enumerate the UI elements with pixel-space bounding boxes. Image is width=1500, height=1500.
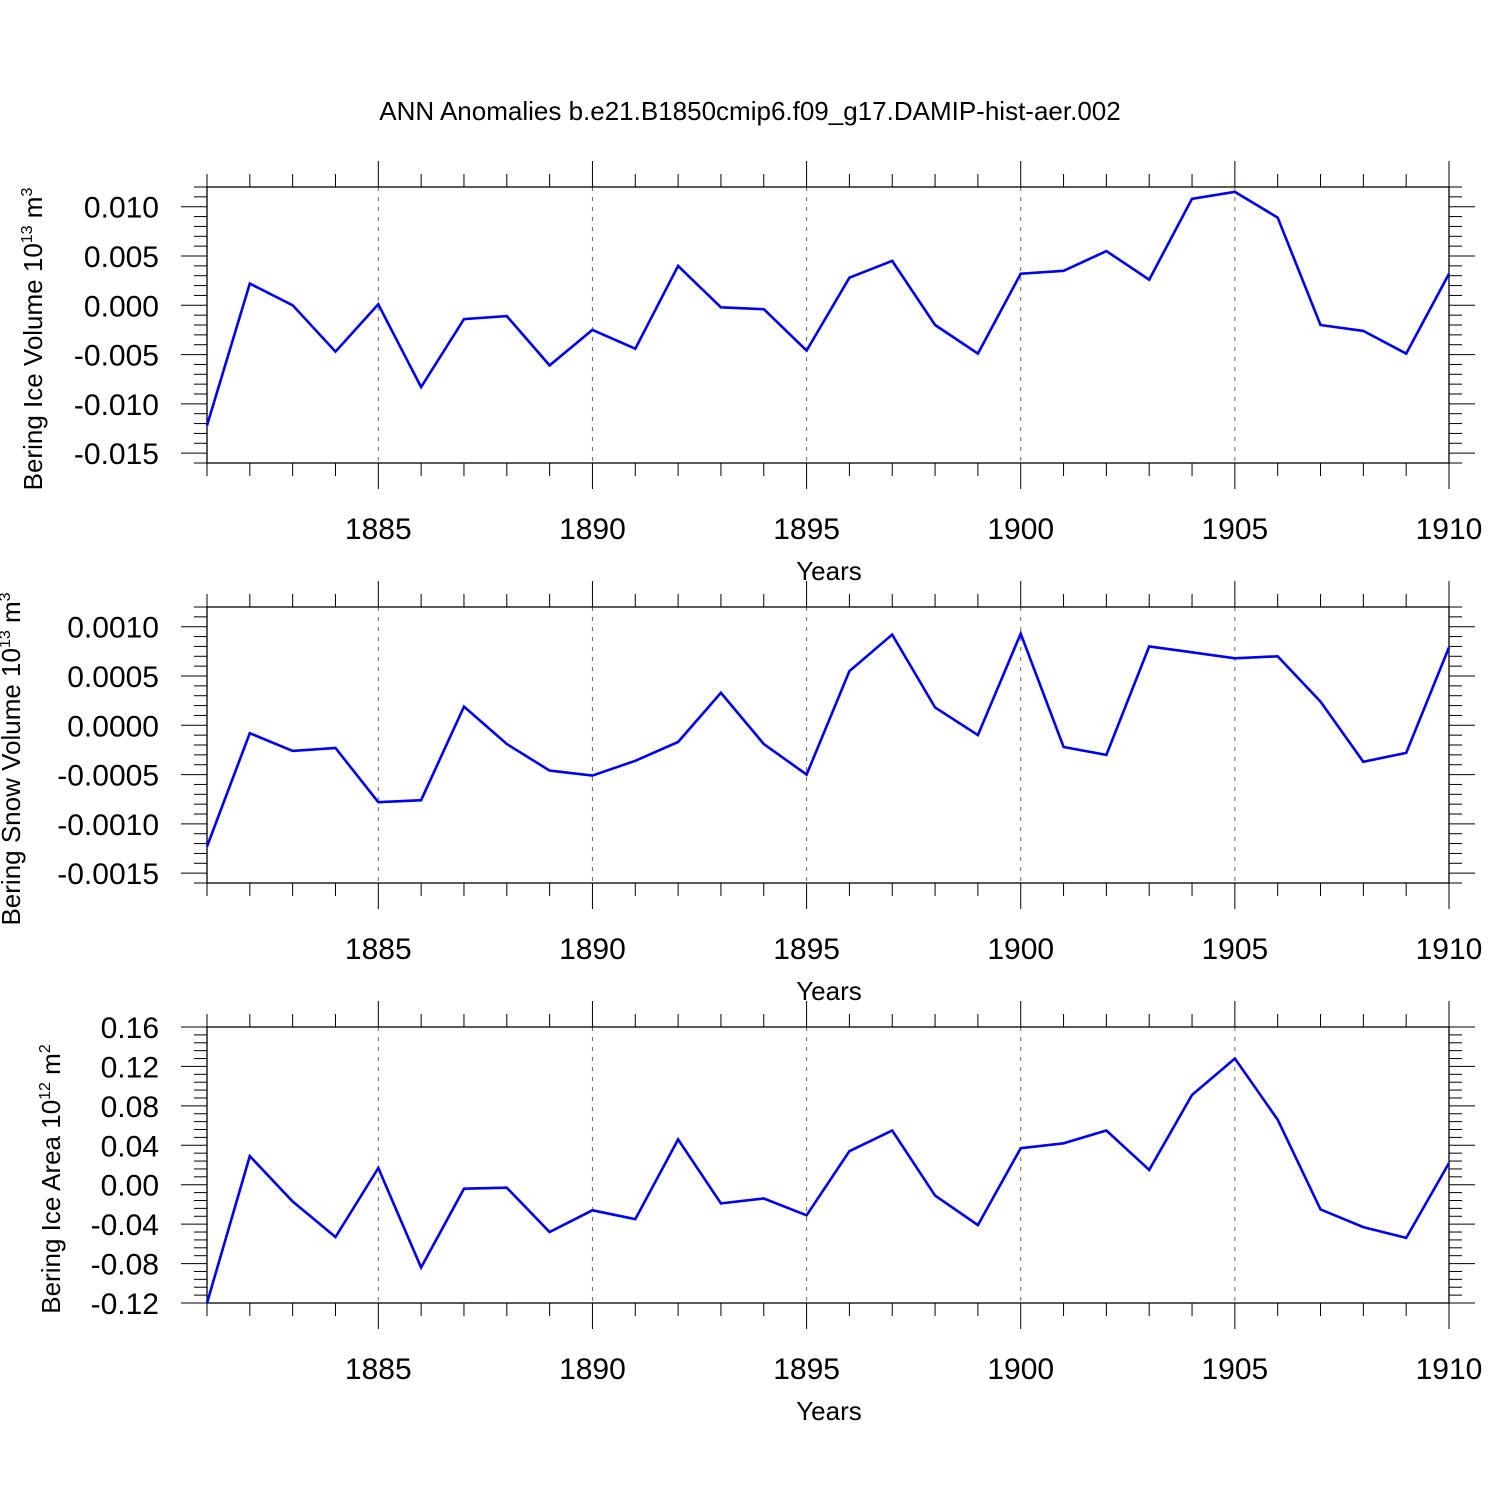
chart-panel-3: -0.12 -0.08 -0.04 0.00 0.04 0.08 0.12 0.16 1885 1… bbox=[36, 1001, 1482, 1426]
x-tick-label: 1890 bbox=[559, 933, 626, 966]
y-tick-label: 0.0010 bbox=[67, 612, 159, 645]
x-tick-label: 1905 bbox=[1201, 1353, 1268, 1386]
y-tick-label: -0.0005 bbox=[57, 760, 159, 793]
x-tick-label: 1890 bbox=[559, 513, 626, 546]
y-tick-label: 0.000 bbox=[84, 290, 159, 323]
y-tick-label: -0.010 bbox=[74, 389, 159, 422]
y-axis-title-unit: m bbox=[18, 197, 48, 226]
x-tick-label: 1885 bbox=[345, 513, 412, 546]
x-tick-label: 1905 bbox=[1201, 513, 1268, 546]
y-axis-title-exponent: 12 bbox=[37, 1082, 54, 1100]
y-axis-title: Bering Snow Volume 1013 m3 bbox=[0, 592, 26, 925]
x-axis-title: Years bbox=[796, 1396, 862, 1426]
chart-title: ANN Anomalies b.e21.B1850cmip6.f09_g17.D… bbox=[379, 96, 1121, 126]
y-axis-title-unit-exponent: 3 bbox=[19, 188, 36, 197]
y-axis-title-unit-exponent: 3 bbox=[0, 592, 14, 601]
x-tick-label: 1905 bbox=[1201, 933, 1268, 966]
y-tick-label: -0.04 bbox=[91, 1209, 159, 1242]
x-tick-label: 1890 bbox=[559, 1353, 626, 1386]
plot-frame bbox=[206, 1026, 1450, 1304]
y-tick-label: -0.08 bbox=[91, 1249, 159, 1282]
x-tick-label: 1895 bbox=[773, 513, 840, 546]
x-tick-label: 1885 bbox=[345, 1353, 412, 1386]
y-axis-title-text: Bering Snow Volume 10 bbox=[0, 648, 26, 926]
y-tick-label: -0.12 bbox=[91, 1288, 159, 1321]
data-line bbox=[205, 630, 1451, 847]
data-line bbox=[205, 190, 1451, 426]
y-tick-label: 0.0005 bbox=[67, 661, 159, 694]
y-axis-title-unit: m bbox=[36, 1053, 66, 1082]
x-tick-label: 1885 bbox=[345, 933, 412, 966]
y-axis-title-exponent: 13 bbox=[0, 630, 14, 648]
x-tick-label: 1910 bbox=[1416, 933, 1483, 966]
y-tick-label: 0.0000 bbox=[67, 710, 159, 743]
chart-panel-1: -0.015 -0.010 -0.005 0.000 0.005 0.010 1885 189… bbox=[18, 161, 1482, 586]
y-tick-label: -0.0015 bbox=[57, 858, 159, 891]
y-tick-label: 0.12 bbox=[101, 1051, 159, 1084]
y-axis-title-text: Bering Ice Volume 10 bbox=[18, 243, 48, 490]
y-axis-title: Bering Ice Volume 1013 m3 bbox=[18, 188, 48, 491]
chart-panel-2: -0.0015 -0.0010 -0.0005 0.0000 0.0005 0.0010 1… bbox=[0, 581, 1482, 1006]
x-tick-label: 1895 bbox=[773, 933, 840, 966]
y-tick-label: 0.005 bbox=[84, 241, 159, 274]
y-tick-label: 0.010 bbox=[84, 192, 159, 225]
y-axis-title-exponent: 13 bbox=[19, 225, 36, 243]
y-tick-label: 0.16 bbox=[101, 1012, 159, 1045]
y-tick-label: 0.08 bbox=[101, 1091, 159, 1124]
y-axis-title-unit: m bbox=[0, 601, 26, 630]
y-axis-title-text: Bering Ice Area 10 bbox=[36, 1100, 66, 1314]
x-axis-title: Years bbox=[796, 976, 862, 1006]
y-tick-label: 0.04 bbox=[101, 1130, 159, 1163]
plot-frame bbox=[206, 186, 1450, 464]
y-axis-title: Bering Ice Area 1012 m2 bbox=[36, 1044, 66, 1314]
x-tick-label: 1900 bbox=[987, 1353, 1054, 1386]
x-axis-title: Years bbox=[796, 556, 862, 586]
y-tick-label: 0.00 bbox=[101, 1170, 159, 1203]
x-tick-label: 1910 bbox=[1416, 1353, 1483, 1386]
y-tick-label: -0.0010 bbox=[57, 809, 159, 842]
y-tick-label: -0.015 bbox=[74, 438, 159, 471]
y-tick-label: -0.005 bbox=[74, 340, 159, 373]
y-axis-title-unit-exponent: 2 bbox=[37, 1044, 54, 1053]
x-tick-label: 1910 bbox=[1416, 513, 1483, 546]
x-tick-label: 1900 bbox=[987, 513, 1054, 546]
x-tick-label: 1895 bbox=[773, 1353, 840, 1386]
x-tick-label: 1900 bbox=[987, 933, 1054, 966]
data-line bbox=[205, 1056, 1451, 1304]
plot-frame bbox=[206, 606, 1450, 884]
